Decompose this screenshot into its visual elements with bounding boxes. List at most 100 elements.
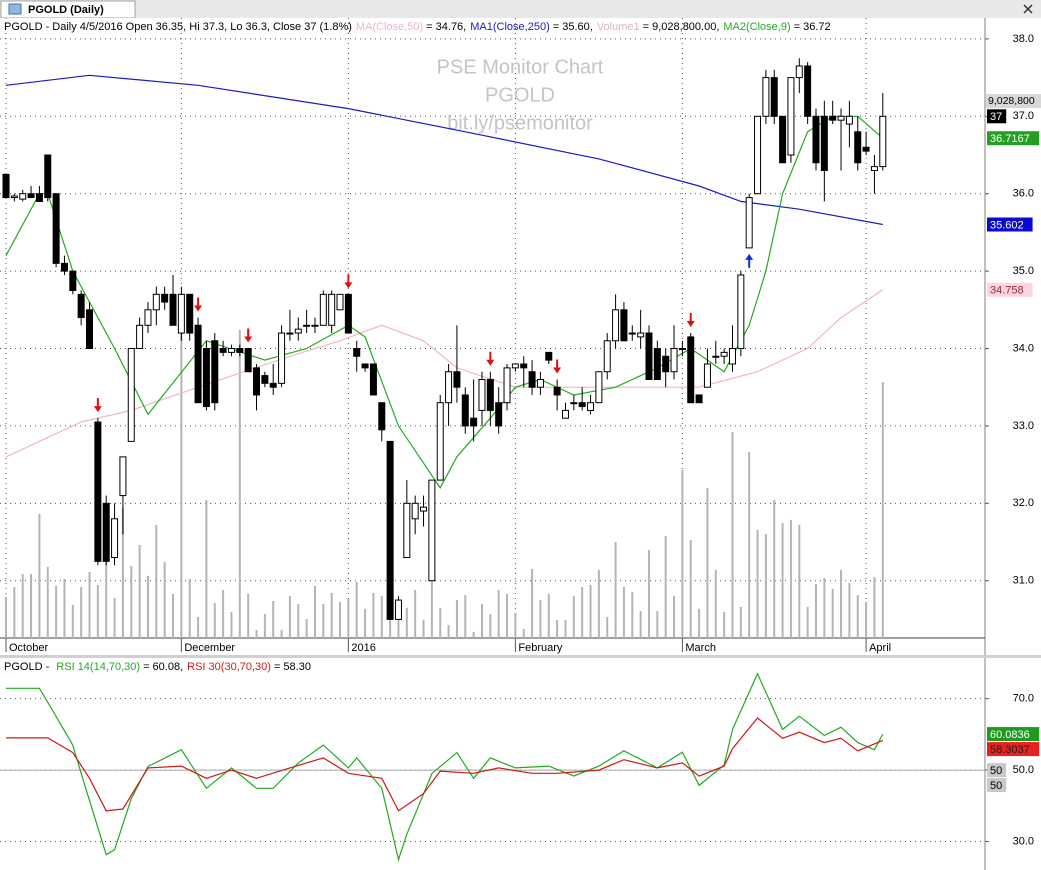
volume-flag bbox=[986, 94, 1041, 108]
candle-body bbox=[294, 328, 302, 334]
candle-body bbox=[453, 371, 461, 388]
candle-body bbox=[127, 348, 135, 442]
candle-body bbox=[119, 456, 127, 497]
candle-body bbox=[570, 402, 578, 405]
volume-bar bbox=[105, 518, 108, 638]
y-tick-label: 36.0 bbox=[1013, 188, 1034, 200]
value-flag bbox=[987, 763, 1007, 778]
volume-bar bbox=[522, 629, 525, 638]
candle-body bbox=[770, 77, 778, 117]
volume-bar bbox=[472, 631, 475, 638]
volume-bar bbox=[130, 566, 133, 638]
volume-bar bbox=[681, 469, 684, 638]
candle-body bbox=[645, 332, 653, 380]
volume-bar bbox=[405, 608, 408, 638]
line-series bbox=[5, 289, 884, 458]
volume-bar bbox=[5, 596, 8, 638]
panel-divider bbox=[0, 655, 1041, 658]
volume-bar bbox=[13, 586, 16, 638]
candle-body bbox=[152, 293, 160, 311]
volume-bar bbox=[480, 604, 483, 638]
volume-bar bbox=[789, 519, 792, 638]
volume-bar bbox=[597, 570, 600, 638]
volume-flag-label: 9,028,800 bbox=[988, 95, 1035, 107]
legend-name: MA(Close,50) bbox=[356, 21, 423, 33]
volume-bar bbox=[238, 329, 241, 638]
volume-bar bbox=[163, 562, 166, 638]
volume-bar bbox=[222, 589, 225, 638]
candle-body bbox=[194, 324, 202, 404]
candle-body bbox=[795, 65, 803, 79]
volume-bar bbox=[581, 586, 584, 638]
volume-bar bbox=[113, 597, 116, 638]
legend-value: = 36.72 bbox=[794, 21, 831, 33]
volume-bar bbox=[347, 599, 350, 638]
volume-bar bbox=[422, 619, 425, 638]
volume-bar bbox=[364, 608, 367, 638]
volume-bar bbox=[172, 593, 175, 638]
volume-bar bbox=[205, 499, 208, 638]
candle-body bbox=[837, 115, 845, 121]
line-series bbox=[5, 74, 883, 226]
volume-bar bbox=[748, 451, 751, 638]
volume-bar bbox=[80, 586, 83, 638]
candle-body bbox=[361, 363, 369, 369]
volume-bar bbox=[288, 596, 291, 638]
candle-body bbox=[428, 479, 436, 582]
candle-body bbox=[745, 197, 753, 249]
volume-bar bbox=[464, 595, 467, 638]
volume-bar bbox=[255, 630, 258, 638]
candle-body bbox=[720, 351, 728, 357]
candle-body bbox=[695, 394, 703, 404]
volume-bar bbox=[230, 611, 233, 638]
volume-bar bbox=[814, 584, 817, 638]
volume-bar bbox=[873, 577, 876, 638]
candle-body bbox=[44, 154, 52, 199]
volume-bar bbox=[389, 619, 392, 638]
candle-body bbox=[169, 293, 177, 326]
watermark: PGOLD bbox=[485, 84, 555, 106]
value-flag bbox=[987, 109, 1007, 124]
volume-bar bbox=[823, 578, 826, 638]
volume-bar bbox=[213, 603, 216, 638]
volume-bar bbox=[297, 604, 300, 638]
volume-bar bbox=[756, 529, 759, 638]
volume-bar bbox=[180, 331, 183, 638]
volume-bar bbox=[806, 607, 809, 638]
volume-bar bbox=[46, 567, 49, 638]
volume-bar bbox=[121, 507, 124, 638]
value-flag-label: 37 bbox=[990, 111, 1002, 123]
volume-bar bbox=[514, 612, 517, 638]
volume-bar bbox=[455, 600, 458, 638]
candle-body bbox=[829, 115, 837, 121]
legend-value: = 34.76, bbox=[426, 21, 466, 33]
volume-bar bbox=[698, 608, 701, 638]
candle-body bbox=[328, 293, 336, 326]
volume-bar bbox=[865, 601, 868, 638]
legend-name: RSI 30(30,70,30) bbox=[187, 661, 271, 673]
candle-body bbox=[227, 348, 235, 353]
volume-bar bbox=[30, 574, 33, 638]
volume-bar bbox=[188, 578, 191, 638]
candle-body bbox=[386, 440, 394, 620]
candle-body bbox=[144, 309, 152, 326]
x-tick-label: February bbox=[518, 642, 563, 654]
candle-body bbox=[2, 173, 10, 199]
candle-body bbox=[628, 332, 636, 335]
tab-title: PGOLD (Daily) bbox=[28, 4, 104, 16]
volume-bar bbox=[631, 592, 634, 638]
candle-body bbox=[779, 115, 787, 164]
candle-body bbox=[94, 421, 102, 562]
value-flag-label: 34.758 bbox=[990, 285, 1024, 297]
value-flag-label: 50 bbox=[990, 765, 1002, 777]
candle-body bbox=[311, 324, 319, 327]
close-button[interactable] bbox=[1023, 4, 1033, 14]
candle-body bbox=[495, 402, 503, 427]
volume-bar bbox=[397, 604, 400, 638]
sell-arrow bbox=[244, 328, 253, 343]
candle-body bbox=[862, 146, 870, 152]
candle-body bbox=[528, 371, 536, 388]
sell-arrow bbox=[344, 274, 353, 289]
volume-bar bbox=[781, 522, 784, 638]
